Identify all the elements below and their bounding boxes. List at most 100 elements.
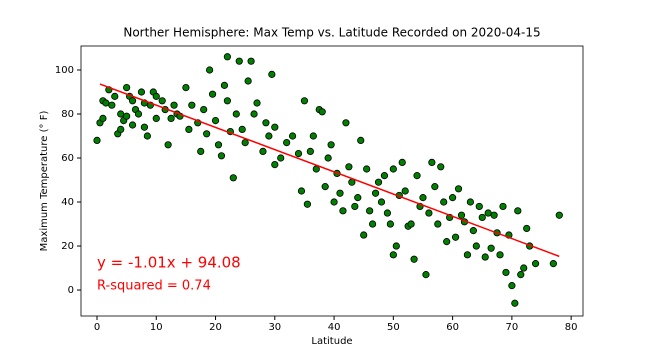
point	[478, 213, 486, 222]
x-tick-label: 40	[328, 322, 341, 333]
point	[223, 53, 231, 61]
point	[318, 108, 326, 116]
point	[182, 83, 190, 92]
point	[223, 97, 231, 105]
point	[108, 101, 116, 109]
point	[265, 132, 273, 140]
point	[389, 251, 397, 259]
point	[143, 132, 151, 140]
y-tick-label: 20	[61, 241, 74, 252]
point	[303, 200, 312, 208]
point	[117, 125, 125, 133]
chart-title: Norther Hemisphere: Max Temp vs. Latitud…	[123, 26, 540, 40]
point	[271, 123, 279, 131]
point	[511, 299, 519, 307]
point	[449, 194, 457, 202]
point	[297, 187, 306, 195]
point	[383, 209, 392, 217]
r-squared-annotation: R-squared = 0.74	[97, 279, 211, 294]
point	[277, 154, 285, 162]
point	[283, 139, 291, 147]
point	[484, 209, 492, 217]
point	[508, 282, 516, 290]
point	[342, 119, 350, 127]
x-tick-label: 60	[446, 322, 459, 333]
point	[262, 119, 270, 127]
point	[306, 147, 314, 156]
plot-frame	[80, 45, 584, 317]
point	[351, 202, 359, 211]
point	[229, 174, 237, 182]
point	[235, 57, 243, 65]
point	[360, 231, 368, 239]
point	[203, 130, 211, 138]
point	[520, 264, 528, 272]
point	[374, 178, 383, 186]
y-tick-label: 0	[68, 285, 74, 296]
point	[232, 110, 240, 118]
point	[428, 158, 436, 167]
point	[514, 207, 522, 215]
point	[152, 92, 160, 100]
x-tick-label: 80	[565, 322, 578, 333]
point	[434, 220, 442, 228]
x-tick-label: 30	[268, 322, 281, 333]
point	[410, 255, 418, 263]
point	[523, 224, 531, 233]
point	[294, 150, 303, 158]
point	[371, 189, 380, 197]
y-tick-label: 80	[61, 109, 74, 120]
point	[336, 189, 344, 197]
point	[167, 114, 175, 122]
point	[366, 207, 374, 215]
point	[401, 187, 409, 195]
point	[247, 57, 255, 65]
point	[354, 194, 362, 202]
point	[363, 165, 371, 173]
point	[490, 211, 498, 219]
point	[220, 81, 229, 89]
point	[93, 136, 101, 145]
point	[339, 207, 347, 215]
point	[128, 97, 137, 105]
point	[517, 271, 525, 279]
point	[238, 125, 246, 133]
y-tick-label: 60	[61, 153, 74, 164]
point	[398, 158, 406, 167]
point	[241, 139, 249, 147]
point	[321, 183, 329, 191]
point	[200, 105, 208, 114]
point	[197, 147, 205, 156]
point	[259, 147, 267, 156]
point	[134, 110, 143, 118]
point	[137, 88, 146, 96]
point	[496, 251, 504, 259]
point	[288, 132, 297, 140]
point	[463, 251, 472, 259]
point	[454, 185, 463, 193]
y-tick-label: 100	[55, 65, 74, 76]
point	[392, 242, 400, 250]
point	[555, 211, 563, 219]
point	[170, 101, 178, 109]
point	[389, 165, 397, 173]
x-tick-label: 10	[150, 322, 163, 333]
point	[214, 141, 223, 149]
point	[324, 154, 332, 162]
point	[309, 132, 317, 140]
point	[502, 268, 510, 277]
regression-line	[99, 83, 560, 258]
point	[499, 202, 507, 211]
point	[368, 220, 377, 228]
point	[99, 114, 107, 122]
point	[300, 97, 309, 105]
point	[164, 141, 172, 149]
point	[330, 198, 338, 206]
point	[549, 260, 557, 268]
point	[185, 125, 193, 133]
point	[117, 110, 125, 118]
point	[407, 220, 415, 228]
point	[111, 92, 119, 100]
